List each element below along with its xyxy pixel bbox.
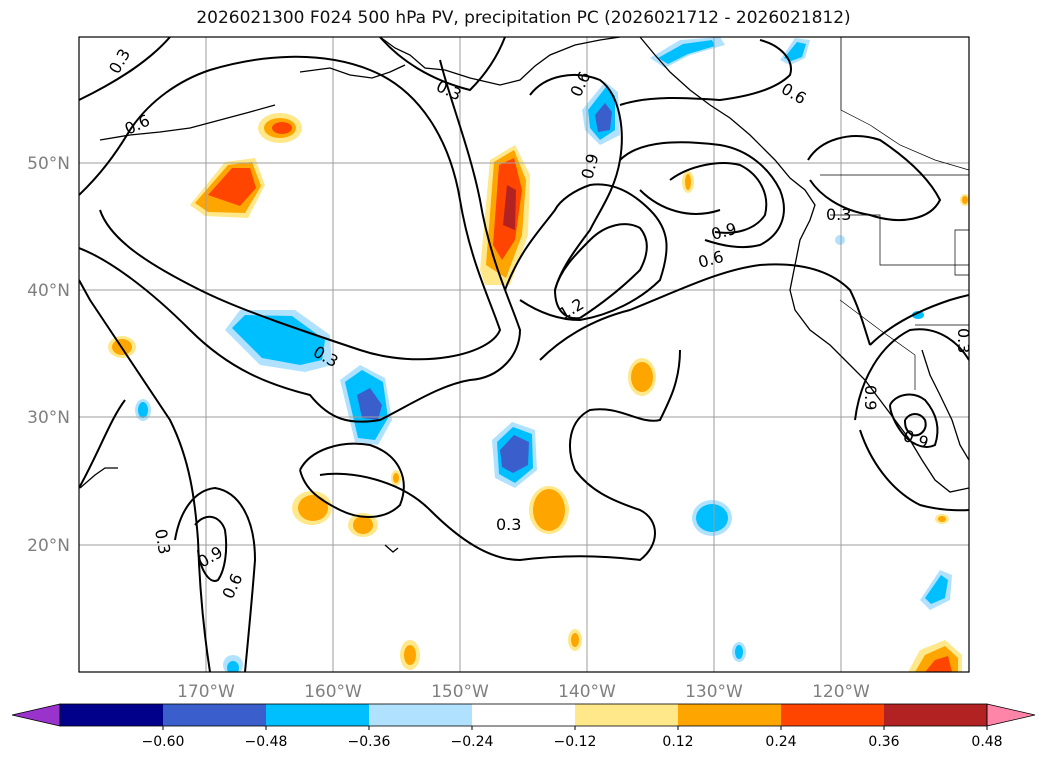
contour-label: 0.3 — [826, 205, 851, 224]
colorbar-tick-label: −0.36 — [348, 734, 391, 750]
colorbar-tick-label: 0.36 — [868, 734, 899, 750]
map-frame — [78, 36, 970, 673]
colorbar-extend-high — [986, 703, 1036, 727]
lat-label: 40°N — [27, 281, 70, 301]
colorbar-box — [781, 704, 885, 726]
political-borders — [820, 37, 969, 390]
map-area[interactable] — [79, 37, 969, 672]
precip-blob-dry-center — [492, 422, 537, 488]
colorbar: −0.60 −0.48 −0.36 −0.24 −0.12 0.12 0.24 0.36 0.4… — [11, 703, 1036, 750]
precip-blob-east-central — [628, 171, 746, 662]
colorbar-tick-label: −0.48 — [245, 734, 288, 750]
map-title: 2026021300 F024 500 hPa PV, precipitatio… — [196, 8, 851, 28]
colorbar-box — [472, 704, 576, 726]
precip-blob-small-misc — [135, 194, 969, 672]
precip-blob-wet-hawaii — [292, 470, 569, 537]
contour-label: 0.9 — [861, 385, 880, 410]
precip-blob-dry-band — [225, 310, 332, 372]
coastline — [79, 37, 969, 553]
lon-label: 160°W — [304, 682, 362, 702]
precip-blob-southeast — [908, 570, 962, 672]
precip-blob-dry-north — [582, 82, 620, 145]
graticule — [79, 37, 969, 672]
lon-label: 130°W — [685, 682, 743, 702]
contour-label: 0.3 — [496, 515, 521, 534]
colorbar-box — [266, 704, 370, 726]
lon-label: 120°W — [812, 682, 870, 702]
pv-contours — [79, 37, 969, 672]
colorbar-box — [369, 704, 473, 726]
precip-blob-dry-south — [340, 365, 392, 445]
colorbar-box — [60, 704, 164, 726]
colorbar-frame — [59, 703, 988, 727]
colorbar-box — [884, 704, 988, 726]
colorbar-box — [575, 704, 679, 726]
lon-label: 150°W — [431, 682, 489, 702]
colorbar-tick-label: −0.60 — [142, 734, 185, 750]
lon-label: 170°W — [177, 682, 235, 702]
lat-label: 50°N — [27, 154, 70, 174]
longitude-labels: 170°W 160°W 150°W 140°W 130°W 120°W — [177, 682, 870, 702]
colorbar-box — [163, 704, 267, 726]
latitude-labels: 50°N 40°N 30°N 20°N — [27, 154, 70, 556]
lat-label: 30°N — [27, 408, 70, 428]
colorbar-tick-label: 0.12 — [662, 734, 693, 750]
colorbar-extend-low — [11, 703, 61, 727]
precip-blob-aleutian-small — [258, 113, 302, 143]
colorbar-box — [678, 704, 782, 726]
lat-label: 20°N — [27, 536, 70, 556]
colorbar-tick-label: −0.12 — [554, 734, 597, 750]
lon-label: 140°W — [558, 682, 616, 702]
colorbar-tick-label: 0.48 — [971, 734, 1002, 750]
contour-label: 0.3 — [954, 328, 973, 353]
colorbar-tick-label: −0.24 — [451, 734, 494, 750]
contour-label: 0.3 — [151, 527, 174, 555]
colorbar-tick-label: 0.24 — [765, 734, 796, 750]
precip-blob-north-central — [190, 158, 265, 218]
